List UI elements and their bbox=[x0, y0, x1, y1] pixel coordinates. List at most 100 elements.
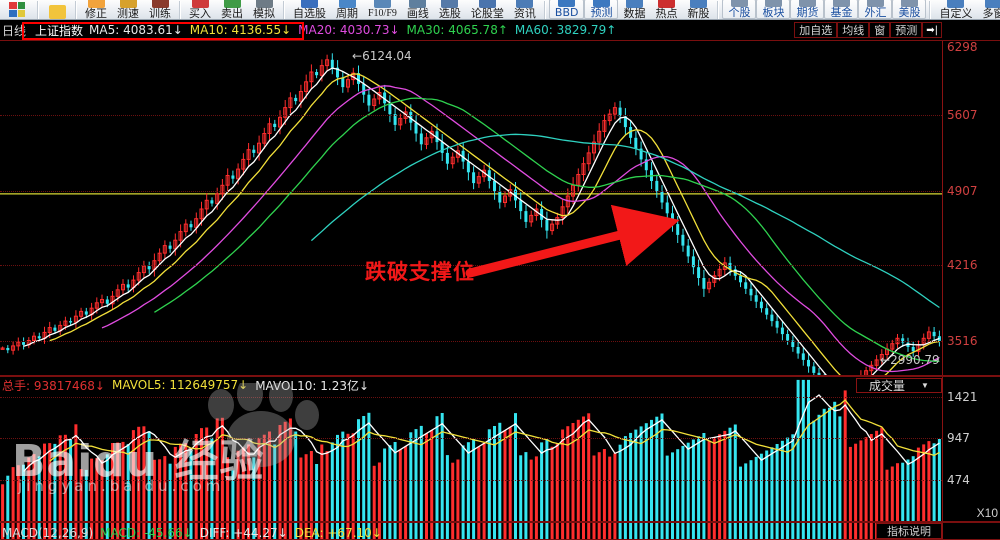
volume-unit-label: X10 bbox=[976, 506, 998, 520]
toolbar-button-label: 卖出 bbox=[221, 7, 243, 20]
header-button-均线[interactable]: 均线 bbox=[837, 22, 870, 38]
price-axis-tick: 4907 bbox=[947, 183, 978, 198]
toolbar-button-data-icon[interactable]: 数据 bbox=[618, 0, 650, 19]
toolbar-separator bbox=[37, 1, 39, 19]
toolbar-button-label: 资讯 bbox=[513, 7, 536, 20]
low-price-label: ←2990.79 bbox=[880, 353, 940, 367]
toolbar-button-target-icon[interactable]: 训练 bbox=[144, 0, 176, 19]
peak-price-label: ←6124.04 bbox=[352, 49, 412, 63]
toolbar-button-forecast-icon[interactable]: 预测 bbox=[584, 0, 619, 19]
toolbar-button-label: 画线 bbox=[406, 7, 429, 20]
price-axis-tick: 6298 bbox=[947, 40, 978, 54]
toolbar-button-label: 模拟 bbox=[253, 7, 275, 20]
toolbar-group-6: 个股 板块 期货 基金 外汇 美股 bbox=[722, 0, 927, 19]
forex-icon bbox=[866, 0, 884, 7]
news-icon bbox=[516, 0, 534, 8]
toolbar-button-simulate-icon[interactable]: 模拟 bbox=[248, 0, 280, 19]
toolbar-button-label: 美股 bbox=[898, 6, 921, 19]
volume-axis-tick: 947 bbox=[947, 431, 970, 446]
ma-value-ma20: MA20: 4030.73↓ bbox=[298, 23, 400, 37]
header-button-窗[interactable]: 窗 bbox=[869, 22, 891, 38]
toolbar-button-back-arrow-icon[interactable] bbox=[42, 0, 72, 19]
toolbar-button-multiwindow-icon[interactable]: 多窗 bbox=[977, 0, 1000, 19]
toolbar-button-f10-icon[interactable]: F10/F9 bbox=[363, 0, 402, 19]
back-arrow-icon bbox=[48, 5, 66, 19]
data-icon bbox=[625, 0, 643, 8]
toolbar-group-7: 自定义多窗 bbox=[934, 0, 1000, 19]
volume-gridline bbox=[0, 479, 942, 481]
toolbar-button-single-stock-icon[interactable]: 个股 bbox=[722, 0, 757, 19]
toolbar-button-label: 多窗 bbox=[982, 7, 1000, 20]
toolbar-separator bbox=[179, 1, 181, 19]
toolbar-button-futures-icon[interactable]: 期货 bbox=[790, 0, 825, 19]
ma-value-ma60: MA60: 3829.79↑ bbox=[514, 23, 617, 37]
price-axis-tick: 3516 bbox=[947, 333, 978, 348]
macd-field-MACD: MACD: -45.66↓ bbox=[100, 526, 193, 540]
toolbar-button-cycle-icon[interactable]: 周期 bbox=[331, 0, 363, 19]
gauge-icon bbox=[119, 0, 137, 8]
toolbar-button-hot-icon[interactable]: 热点 bbox=[650, 0, 682, 19]
toolbar-button-forum-icon[interactable]: 论股堂 bbox=[466, 0, 509, 19]
toolbar-button-news-icon[interactable]: 资讯 bbox=[509, 0, 541, 19]
forum-icon bbox=[478, 0, 496, 8]
header-button-加自选[interactable]: 加自选 bbox=[794, 22, 838, 38]
ma-values-list: MA5: 4083.61↓ MA10: 4136.55↓ MA20: 4030.73… bbox=[89, 23, 623, 37]
toolbar-button-buy-icon[interactable]: 买入 bbox=[184, 0, 216, 19]
multiwindow-icon bbox=[984, 0, 1000, 8]
toolbar-button-bbd-icon[interactable]: BBD bbox=[548, 0, 585, 19]
f10-icon bbox=[373, 0, 391, 8]
volume-axis-tick: 1421 bbox=[947, 389, 978, 404]
main-toolbar: 修正 测速 训练 买入 卖出 模拟 自选股 周期 F10/F9 画线 选股 论股堂 资讯 BBD 预测 数据热… bbox=[0, 0, 1000, 20]
header-button-预测[interactable]: 预测 bbox=[890, 22, 923, 38]
toolbar-button-favorites-icon[interactable]: 自选股 bbox=[288, 0, 331, 19]
volume-chart-panel: 总手: 93817468↓ MAVOL5: 112649757↓ MAVOL10: … bbox=[0, 376, 1000, 522]
volume-indicator-selector[interactable]: 成交量 ▼ bbox=[856, 378, 942, 393]
toolbar-button-sector-icon[interactable]: 板块 bbox=[756, 0, 791, 19]
ma-value-ma30: MA30: 4065.78↑ bbox=[406, 23, 508, 37]
price-axis: 6298 5607 4907 4216 3516 bbox=[942, 41, 1000, 375]
period-label[interactable]: 日线 bbox=[2, 23, 27, 38]
toolbar-button-usstock-icon[interactable]: 美股 bbox=[892, 0, 927, 19]
toolbar-button-label: 外汇 bbox=[864, 6, 887, 19]
volume-axis-tick: 474 bbox=[947, 472, 970, 487]
price-chart-svg bbox=[0, 53, 942, 375]
toolbar-button-label: 论股堂 bbox=[470, 7, 504, 20]
toolbar-button-label: 板块 bbox=[762, 6, 785, 19]
volume-axis: 1421 947 474 bbox=[942, 377, 1000, 521]
toolbar-button-label: 新股 bbox=[687, 7, 710, 20]
toolbar-button-newstock-icon[interactable]: 新股 bbox=[682, 0, 714, 19]
toolbar-button-stockpick-icon[interactable]: 选股 bbox=[434, 0, 466, 19]
toolbar-button-custom-icon[interactable]: 自定义 bbox=[934, 0, 977, 19]
macd-info-bar: MACD(12,26,9) MACD: -45.66↓ DIFF: +44.27↓ D… bbox=[0, 525, 389, 540]
indicator-description-button[interactable]: 指标说明 bbox=[876, 523, 942, 539]
buy-icon bbox=[191, 0, 209, 8]
collapse-panel-icon[interactable]: ➡| bbox=[922, 22, 942, 38]
volume-field-MAVOL5: MAVOL5: 112649757↓ bbox=[112, 378, 249, 392]
toolbar-button-drawline-icon[interactable]: 画线 bbox=[402, 0, 434, 19]
chart-header-buttons: 加自选 均线窗预测 ➡| bbox=[794, 22, 942, 38]
ma-value-ma5: MA5: 4083.61↓ bbox=[89, 23, 183, 37]
price-plot-area[interactable]: ←6124.04 ←2990.79 跌破支撑位 bbox=[0, 41, 942, 375]
toolbar-button-sell-icon[interactable]: 卖出 bbox=[216, 0, 248, 19]
volume-chart-svg bbox=[1, 379, 941, 521]
toolbar-button-gauge-icon[interactable]: 测速 bbox=[112, 0, 144, 19]
volume-gridline bbox=[0, 396, 942, 398]
futures-icon bbox=[798, 0, 816, 7]
simulate-icon bbox=[255, 0, 273, 8]
volume-plot-area[interactable]: Baidu 经验 jingyan.baidu.com bbox=[0, 377, 942, 521]
toolbar-button-label: 周期 bbox=[336, 7, 358, 20]
app-logo-icon[interactable] bbox=[0, 0, 34, 19]
toolbar-separator bbox=[283, 1, 285, 19]
volume-field-总手: 总手: 93817468↓ bbox=[2, 378, 105, 393]
toolbar-button-label: 期货 bbox=[796, 6, 819, 19]
price-chart-panel: ←6124.04 ←2990.79 跌破支撑位 6298 5607 4907 4216… bbox=[0, 40, 1000, 376]
toolbar-button-fund-icon[interactable]: 基金 bbox=[824, 0, 859, 19]
toolbar-button-down-arrow-icon[interactable]: 修正 bbox=[80, 0, 112, 19]
price-axis-tick: 5607 bbox=[947, 108, 978, 123]
toolbar-button-forex-icon[interactable]: 外汇 bbox=[858, 0, 893, 19]
cycle-icon bbox=[338, 0, 356, 8]
toolbar-button-label: 自选股 bbox=[293, 7, 326, 20]
toolbar-group-4: 自选股 周期 F10/F9 画线 选股 论股堂 资讯 bbox=[288, 0, 541, 19]
chevron-down-icon[interactable]: ▼ bbox=[921, 381, 929, 390]
chart-info-bar: 日线 上证指数 MA5: 4083.61↓ MA10: 4136.55↓ MA20:… bbox=[0, 20, 1000, 40]
